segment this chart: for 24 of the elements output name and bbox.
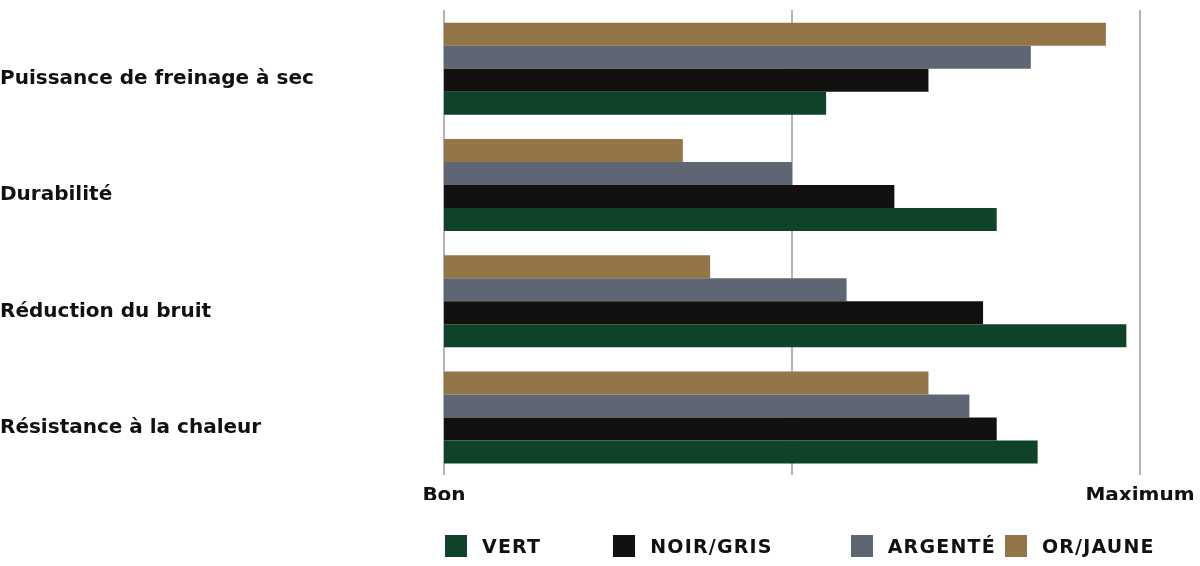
bar	[444, 45, 1031, 69]
legend-label: ARGENTÉ	[887, 535, 996, 557]
legend-label: VERT	[482, 535, 542, 557]
bar	[444, 371, 929, 395]
bar	[444, 22, 1106, 46]
y-tick-label: Réduction du bruit	[0, 297, 212, 322]
bar	[444, 255, 711, 279]
bar	[444, 278, 847, 302]
bar	[444, 162, 792, 186]
y-tick-label: Durabilité	[0, 181, 113, 206]
bar	[444, 208, 997, 232]
y-tick-label: Résistance à la chaleur	[0, 413, 262, 438]
bar	[444, 139, 683, 163]
bar	[444, 185, 895, 209]
y-tick-label: Puissance de freinage à sec	[0, 65, 314, 90]
bar	[444, 417, 997, 441]
bar	[444, 324, 1127, 348]
bar	[444, 68, 929, 92]
bar	[444, 394, 970, 418]
bar	[444, 301, 984, 325]
bar	[444, 91, 827, 115]
bar	[444, 440, 1038, 464]
legend-label: NOIR/GRIS	[650, 535, 773, 557]
legend-label: OR/JAUNE	[1041, 535, 1155, 557]
